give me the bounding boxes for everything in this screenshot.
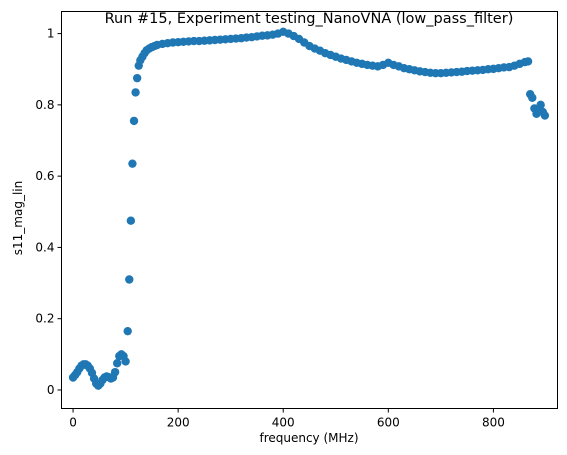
data-point <box>528 93 537 102</box>
x-axis-ticks: 0 200 400 600 800 <box>69 408 505 430</box>
x-tick-label: 0 <box>69 416 77 430</box>
data-point <box>132 73 142 83</box>
data-point <box>128 159 137 168</box>
data-point <box>129 116 139 126</box>
y-tick-label: 0.8 <box>35 98 54 112</box>
data-point <box>123 326 132 336</box>
y-axis-label: s11_mag_lin <box>11 181 25 255</box>
data-point <box>121 357 130 366</box>
x-tick-label: 600 <box>377 416 400 430</box>
y-tick-label: 0.6 <box>35 169 54 183</box>
x-axis-label: frequency (MHz) <box>259 431 358 445</box>
y-tick-label: 0.2 <box>35 312 54 326</box>
data-point <box>540 111 550 120</box>
y-tick-label: 1 <box>47 27 55 41</box>
data-point <box>536 100 545 110</box>
y-tick-label: 0.4 <box>35 240 54 254</box>
x-tick-label: 400 <box>272 416 295 430</box>
scatter-points <box>68 27 550 390</box>
plot-frame <box>61 11 558 409</box>
data-point <box>523 57 533 66</box>
data-point <box>125 275 134 284</box>
y-tick-label: 0 <box>47 383 55 397</box>
data-point <box>131 88 140 97</box>
data-point <box>126 216 136 225</box>
x-tick-label: 800 <box>482 416 505 430</box>
x-tick-label: 200 <box>167 416 190 430</box>
data-point <box>112 359 122 368</box>
data-point <box>110 367 120 377</box>
y-axis-ticks: 0 0.2 0.4 0.6 0.8 1 <box>35 27 62 397</box>
chart-title: Run #15, Experiment testing_NanoVNA (low… <box>105 11 514 27</box>
